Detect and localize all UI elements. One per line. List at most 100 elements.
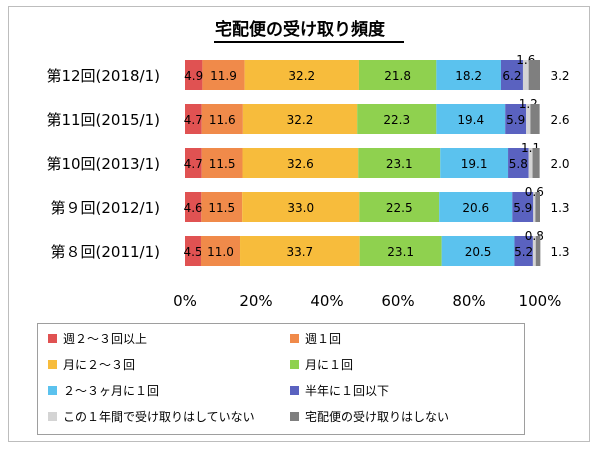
legend-item: 週２～３回以上 (48, 330, 147, 347)
bar-segment (185, 192, 202, 222)
bar-segment (242, 104, 358, 134)
data-label: 5.9 (506, 113, 525, 127)
legend-item: 半年に１回以下 (290, 382, 389, 399)
bar-segment (242, 148, 359, 178)
bar-segment (528, 60, 540, 90)
bar-segment (532, 148, 540, 178)
legend-swatch (48, 334, 57, 343)
title-underline (214, 41, 404, 43)
bar-segment (240, 236, 360, 266)
bar-segment (530, 104, 540, 134)
data-label: 11.0 (207, 245, 234, 259)
bar-segment (500, 60, 523, 90)
legend-item: 月に１回 (290, 356, 353, 373)
data-label: 22.5 (386, 201, 413, 215)
category-label: 第11回(2015/1) (46, 111, 160, 129)
category-label: 第８回(2011/1) (51, 243, 160, 261)
bar-segment (512, 192, 534, 222)
bar-segment (532, 236, 536, 266)
bar-segment (436, 104, 506, 134)
bar-segment (535, 192, 540, 222)
data-label: 4.5 (183, 245, 202, 259)
bar-segment (201, 192, 243, 222)
data-label: 32.2 (287, 113, 314, 127)
data-label: 20.5 (465, 245, 492, 259)
x-tick-label: 100% (519, 292, 562, 310)
data-label: 11.5 (208, 201, 235, 215)
bar-segment (200, 236, 241, 266)
bar-segment (202, 60, 245, 90)
legend-swatch (48, 412, 57, 421)
legend-label: 月に２～３回 (63, 358, 136, 372)
chart-title: 宅配便の受け取り頻度 (215, 20, 385, 40)
bar-segment (533, 192, 536, 222)
data-label: 11.6 (209, 113, 236, 127)
data-label: 3.2 (550, 69, 569, 83)
legend-label: 月に１回 (305, 358, 354, 372)
data-label: 19.1 (461, 157, 488, 171)
bar-segment (201, 148, 243, 178)
bar-segment (357, 104, 437, 134)
bar-segment (185, 148, 202, 178)
data-label: 11.5 (209, 157, 236, 171)
data-label: 19.4 (457, 113, 484, 127)
legend-item: 月に２～３回 (48, 356, 135, 373)
data-label: 0.6 (525, 185, 544, 199)
data-label: 0.8 (525, 229, 544, 243)
legend-item: ２～３ヶ月に１回 (48, 382, 159, 399)
data-label: 5.9 (513, 201, 532, 215)
bar-segment (359, 236, 442, 266)
category-label: 第10回(2013/1) (46, 155, 160, 173)
legend-item: 宅配便の受け取りはしない (290, 408, 449, 425)
legend-label: ２～３ヶ月に１回 (63, 384, 160, 398)
data-label: 1.3 (550, 245, 569, 259)
bar-segment (185, 236, 201, 266)
bar-segment (441, 236, 515, 266)
bar-segment (440, 148, 509, 178)
legend-label: 週１回 (305, 332, 342, 346)
bar-segment (526, 104, 531, 134)
bar-segment (514, 236, 533, 266)
data-label: 11.9 (210, 69, 237, 83)
legend-swatch (290, 360, 299, 369)
bar-segment (358, 148, 441, 178)
legend-swatch (290, 334, 299, 343)
legend-swatch (48, 360, 57, 369)
data-label: 33.7 (286, 245, 313, 259)
bar-segment (201, 104, 243, 134)
legend-item: この１年間で受け取りはしていない (48, 408, 255, 425)
data-label: 2.0 (550, 157, 569, 171)
x-tick-label: 80% (452, 292, 485, 310)
data-label: 4.7 (184, 157, 203, 171)
x-tick-label: 40% (310, 292, 343, 310)
data-label: 33.0 (287, 201, 314, 215)
legend-label: この１年間で受け取りはしていない (63, 410, 255, 424)
bar-segment (439, 192, 513, 222)
category-label: 第９回(2012/1) (51, 199, 160, 217)
bar-segment (185, 60, 203, 90)
x-tick-label: 60% (381, 292, 414, 310)
bar-segment (528, 148, 533, 178)
data-label: 23.1 (387, 245, 414, 259)
data-label: 4.6 (184, 201, 203, 215)
bar-segment (508, 148, 529, 178)
bar-segment (522, 60, 529, 90)
bar-segment (358, 60, 437, 90)
data-label: 20.6 (462, 201, 489, 215)
legend-label: 宅配便の受け取りはしない (305, 410, 450, 424)
data-label: 2.6 (550, 113, 569, 127)
data-label: 21.8 (384, 69, 411, 83)
legend: 週２～３回以上 週１回月に２～３回 月に１回 ２～３ヶ月に１回 半年に１回以下この１年間… (37, 323, 525, 435)
bar-segment (185, 104, 202, 134)
data-label: 4.7 (184, 113, 203, 127)
bar-segment (359, 192, 440, 222)
category-label: 第12回(2018/1) (46, 67, 160, 85)
legend-label: 週２～３回以上 (63, 332, 148, 346)
data-label: 22.3 (383, 113, 410, 127)
legend-label: 半年に１回以下 (305, 384, 390, 398)
legend-swatch (290, 386, 299, 395)
legend-swatch (48, 386, 57, 395)
data-label: 6.2 (502, 69, 521, 83)
data-label: 5.8 (509, 157, 528, 171)
data-label: 4.9 (184, 69, 203, 83)
